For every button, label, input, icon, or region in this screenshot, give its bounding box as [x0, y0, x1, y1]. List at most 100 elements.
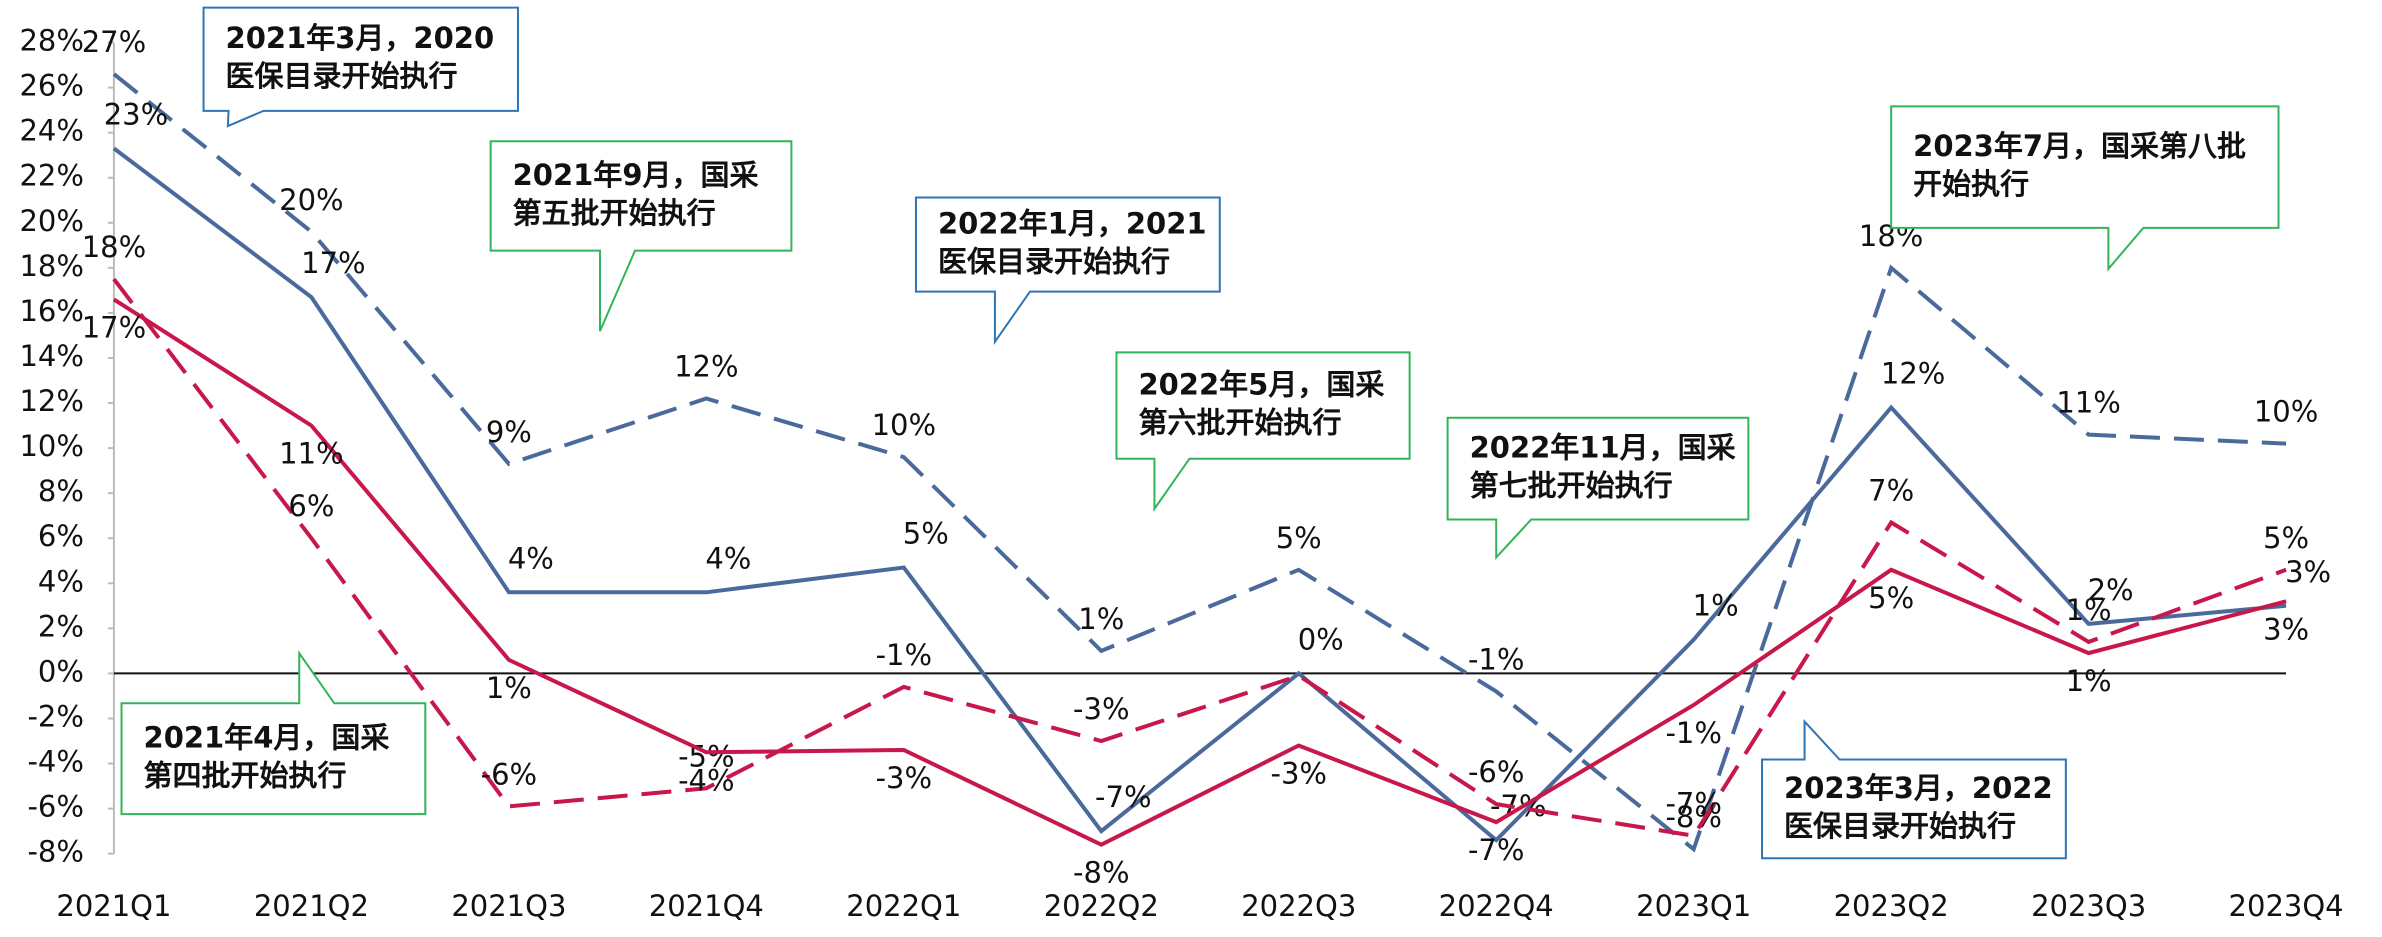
data-label: 5% [903, 517, 949, 551]
data-label: -1% [876, 638, 932, 672]
x-tick-label: 2023Q1 [1636, 889, 1751, 923]
x-tick-label: 2023Q4 [2229, 889, 2344, 923]
data-label: 10% [2254, 395, 2318, 429]
annotation-text: 第四批开始执行 [144, 759, 347, 793]
data-label: -7% [1095, 780, 1151, 814]
x-tick-label: 2021Q2 [254, 889, 369, 923]
annotation-text: 医保目录开始执行 [1784, 809, 2016, 843]
data-label: -6% [1468, 755, 1524, 789]
annotation-text: 2021年9月，国采 [513, 158, 759, 192]
annotation-text: 2021年3月，2020 [226, 21, 495, 55]
data-label: 20% [279, 183, 343, 217]
x-tick-label: 2022Q4 [1439, 889, 1554, 923]
annotation-text: 2023年3月，2022 [1784, 771, 2053, 805]
data-label: 12% [1881, 357, 1945, 391]
x-tick-label: 2021Q1 [56, 889, 171, 923]
data-label: 1% [1078, 602, 1124, 636]
data-label: 1% [486, 671, 532, 705]
y-tick-label: -8% [27, 835, 83, 869]
annotation-text: 第六批开始执行 [1138, 406, 1341, 440]
callout-box [202, 6, 519, 128]
data-label: -6% [481, 757, 537, 791]
data-label: 17% [82, 310, 146, 344]
x-tick-label: 2023Q3 [2031, 889, 2146, 923]
y-tick-label: -2% [27, 699, 83, 733]
callout-box [1115, 351, 1411, 513]
data-label: -3% [1073, 692, 1129, 726]
data-label: -7% [1665, 787, 1721, 821]
data-label: -3% [1271, 757, 1327, 791]
y-tick-label: 22% [19, 159, 83, 193]
series-line [112, 72, 2287, 853]
data-label: 4% [705, 541, 751, 575]
y-tick-label: 8% [38, 474, 84, 508]
data-label: 27% [82, 25, 146, 59]
y-tick-label: 0% [38, 654, 84, 688]
data-label: 12% [674, 350, 738, 384]
y-tick-label: 6% [38, 519, 84, 553]
y-tick-label: 4% [38, 564, 84, 598]
annotation-text: 2022年11月，国采 [1470, 431, 1736, 465]
annotation-text: 第五批开始执行 [513, 196, 716, 230]
data-label: -4% [678, 763, 734, 797]
data-label: 18% [82, 230, 146, 264]
annotation-text: 开始执行 [1913, 167, 2029, 201]
data-label: 4% [508, 541, 554, 575]
x-tick-label: 2022Q2 [1044, 889, 1159, 923]
data-label: 23% [104, 97, 168, 131]
y-tick-label: 2% [38, 609, 84, 643]
data-label: 1% [2066, 593, 2112, 627]
annotation-text: 2021年4月，国采 [144, 721, 390, 755]
series-line [112, 297, 2287, 847]
data-label: 7% [1868, 473, 1914, 507]
data-label: 3% [2263, 612, 2309, 646]
series-line [112, 146, 2287, 843]
callout-box [1890, 105, 2280, 272]
data-label: 5% [2263, 521, 2309, 555]
data-label: 3% [2285, 555, 2331, 589]
annotation-text: 2022年5月，国采 [1138, 368, 1384, 402]
data-label: 5% [1868, 581, 1914, 615]
callout-box [1446, 416, 1750, 561]
x-tick-label: 2023Q2 [1834, 889, 1949, 923]
y-tick-label: 18% [19, 249, 83, 283]
y-tick-label: 10% [19, 429, 83, 463]
data-label: 2% [2088, 573, 2134, 607]
y-tick-label: 28% [19, 24, 83, 58]
callout-box [914, 196, 1221, 345]
data-label: 5% [1276, 521, 1322, 555]
data-label: 9% [486, 415, 532, 449]
data-label: 10% [872, 408, 936, 442]
x-tick-label: 2022Q1 [846, 889, 961, 923]
data-label: -1% [1665, 716, 1721, 750]
data-label: -1% [1468, 642, 1524, 676]
x-tick-label: 2021Q3 [451, 889, 566, 923]
data-label: 17% [301, 246, 365, 280]
y-tick-label: -6% [27, 790, 83, 824]
data-label: 6% [288, 489, 334, 523]
data-label: 11% [2056, 386, 2120, 420]
y-tick-label: 16% [19, 294, 83, 328]
y-tick-label: 24% [19, 114, 83, 148]
callout-box [120, 649, 427, 816]
callout-box [489, 140, 793, 332]
annotation-text: 医保目录开始执行 [938, 245, 1170, 279]
data-label: 1% [2066, 664, 2112, 698]
data-label: 1% [1693, 589, 1739, 623]
annotation-text: 2023年7月，国采第八批 [1913, 129, 2246, 163]
annotation-text: 第七批开始执行 [1470, 469, 1673, 503]
y-tick-label: 20% [19, 204, 83, 238]
callout-box [1761, 718, 2067, 860]
y-tick-label: 14% [19, 339, 83, 373]
annotation-text: 2022年1月，2021 [938, 207, 1207, 241]
series-line [112, 277, 2287, 838]
data-label: -3% [876, 761, 932, 795]
y-tick-label: 12% [19, 384, 83, 418]
y-tick-label: 26% [19, 69, 83, 103]
x-tick-label: 2021Q4 [649, 889, 764, 923]
data-label: 0% [1298, 622, 1344, 656]
data-label: -7% [1468, 833, 1524, 867]
x-tick-label: 2022Q3 [1241, 889, 1356, 923]
y-tick-label: -4% [27, 745, 83, 779]
